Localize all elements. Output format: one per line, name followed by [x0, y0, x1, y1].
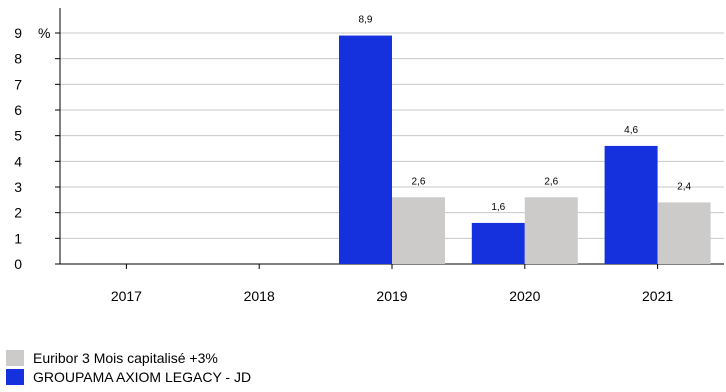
- legend-label-groupama: GROUPAMA AXIOM LEGACY - JD: [33, 368, 252, 385]
- y-tick-label: 9: [14, 25, 22, 41]
- y-tick-label: 1: [14, 230, 22, 246]
- bar-groupama-2020: [471, 222, 525, 264]
- data-label: 4,6: [624, 125, 638, 136]
- data-label: 2,6: [544, 176, 558, 187]
- legend-item-groupama: GROUPAMA AXIOM LEGACY - JD: [6, 367, 251, 386]
- y-tick-label: 6: [14, 102, 22, 118]
- x-tick-label: 2020: [509, 288, 540, 304]
- y-tick-label: 4: [14, 153, 22, 169]
- y-tick-label: 7: [14, 76, 22, 92]
- data-label: 1,6: [491, 202, 505, 213]
- y-tick-label: 0: [14, 256, 22, 272]
- bar-euribor-2020: [524, 197, 578, 264]
- data-label: 2,4: [677, 181, 691, 192]
- y-unit-label: %: [38, 25, 50, 41]
- x-tick-label: 2021: [642, 288, 673, 304]
- data-label: 2,6: [412, 176, 426, 187]
- bar-groupama-2019: [339, 35, 392, 264]
- legend-item-euribor: Euribor 3 Mois capitalisé +3%: [6, 348, 251, 367]
- x-tick-label: 2019: [376, 288, 407, 304]
- bar-chart: 0 1 2 3 4 5 6 7 8 9 % 2017 2018 2019 2020 2021 8,9 1,6 4,6…: [14, 8, 724, 304]
- legend-swatch-groupama: [6, 368, 24, 385]
- legend-swatch-euribor: [6, 349, 24, 366]
- data-label: 8,9: [359, 15, 373, 26]
- y-tick-label: 2: [14, 205, 22, 221]
- legend: Euribor 3 Mois capitalisé +3% GROUPAMA A…: [6, 348, 251, 386]
- bar-euribor-2019: [392, 197, 445, 264]
- bar-groupama-2021: [604, 145, 658, 264]
- y-tick-label: 3: [14, 179, 22, 195]
- y-tick-label: 5: [14, 128, 22, 144]
- legend-label-euribor: Euribor 3 Mois capitalisé +3%: [33, 349, 218, 366]
- y-tick-label: 8: [14, 51, 22, 67]
- x-tick-label: 2017: [111, 288, 142, 304]
- bar-euribor-2021: [657, 202, 711, 264]
- x-tick-label: 2018: [244, 288, 275, 304]
